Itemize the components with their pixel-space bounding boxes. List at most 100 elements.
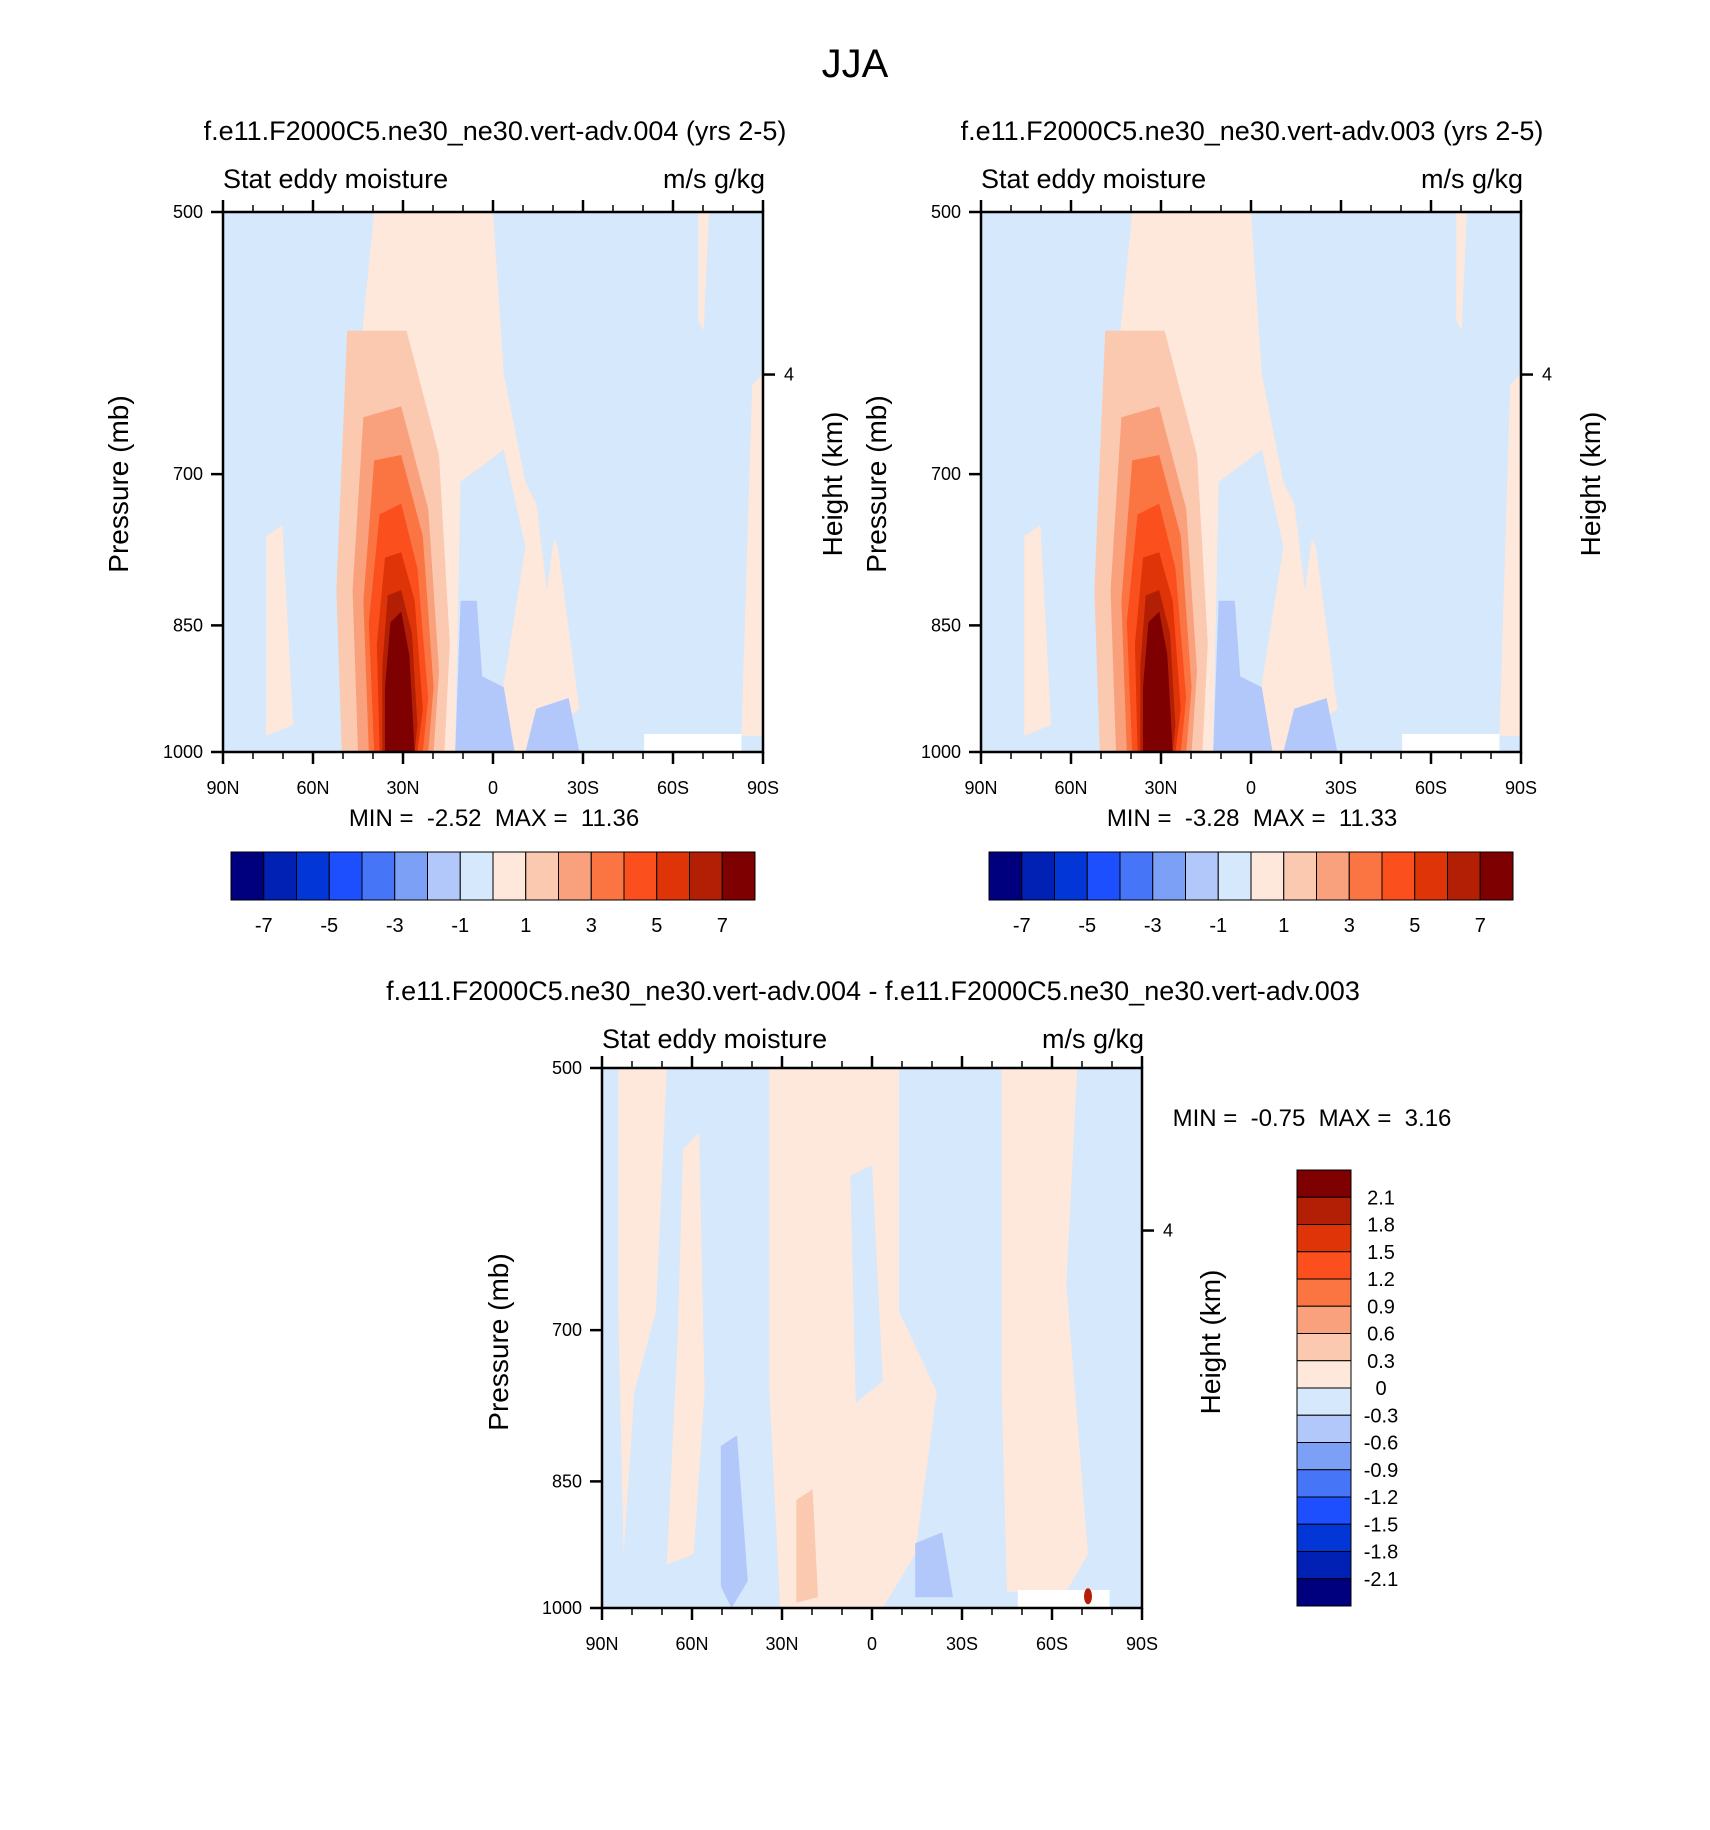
- colorbar-swatch: [1296, 1442, 1352, 1471]
- peach-region: [1001, 1068, 1088, 1592]
- panel-3: f.e11.F2000C5.ne30_ne30.vert-adv.004 - f…: [386, 976, 1451, 1654]
- panel-3-subtitle-left: Stat eddy moisture: [602, 1024, 827, 1054]
- colorbar-swatch: [1414, 851, 1448, 901]
- x-tick-label: 60N: [675, 1634, 708, 1654]
- panel-2-subtitle-left: Stat eddy moisture: [981, 164, 1206, 194]
- colorbar-label: -5: [320, 915, 338, 937]
- y-tick-label: 1000: [921, 742, 961, 762]
- colorbar-label: 1.5: [1367, 1242, 1395, 1264]
- y-right-tick-label: 4: [1163, 1221, 1173, 1241]
- colorbar-label: 5: [651, 915, 662, 937]
- colorbar-swatch: [558, 851, 592, 901]
- colorbar-swatch: [1296, 1305, 1352, 1334]
- panel-2-ylabel: Pressure (mb): [861, 395, 892, 572]
- panel-3-ylabel-right: Height (km): [1195, 1270, 1226, 1415]
- colorbar-label: -1.5: [1364, 1514, 1398, 1536]
- negative-pocket: [455, 600, 515, 752]
- colorbar-label: -7: [1013, 915, 1031, 937]
- panel-2-ylabel-right: Height (km): [1575, 412, 1606, 557]
- lightblue-region: [850, 1165, 883, 1403]
- panel-3-ylabel: Pressure (mb): [483, 1253, 514, 1430]
- colorbar-swatch: [721, 851, 756, 901]
- colorbar-swatch: [1296, 1469, 1352, 1498]
- panel-1-ylabel-right: Height (km): [817, 412, 848, 557]
- colorbar-swatch: [1217, 851, 1252, 901]
- colorbar-swatch: [361, 851, 396, 901]
- colorbar-label: -2.1: [1364, 1569, 1398, 1591]
- panel-2-plot-area: [981, 212, 1521, 752]
- colorbar-swatch: [1296, 1551, 1352, 1580]
- negative-pocket: [915, 1532, 953, 1598]
- colorbar-label: -1.8: [1364, 1542, 1398, 1564]
- panel-1-subtitle-right: m/s g/kg: [663, 164, 765, 194]
- peach-region: [698, 212, 709, 331]
- colorbar-label: 0.3: [1367, 1351, 1395, 1373]
- y-tick-label: 1000: [163, 742, 203, 762]
- negative-pocket: [720, 1435, 748, 1608]
- max-pocket: [1084, 1588, 1092, 1605]
- peach-region: [266, 525, 294, 736]
- colorbar-label: 1.2: [1367, 1269, 1395, 1291]
- colorbar-label: -0.3: [1364, 1405, 1398, 1427]
- x-tick-label: 30N: [765, 1634, 798, 1654]
- negative-pocket: [1213, 600, 1273, 752]
- colorbar-label: 7: [1475, 915, 1486, 937]
- colorbar-swatch: [1348, 851, 1383, 901]
- colorbar-swatch: [1054, 851, 1088, 901]
- panel-2: f.e11.F2000C5.ne30_ne30.vert-adv.003 (yr…: [861, 116, 1606, 937]
- panel-3-title: f.e11.F2000C5.ne30_ne30.vert-adv.004 - f…: [386, 976, 1360, 1006]
- x-tick-label: 30N: [1144, 778, 1177, 798]
- panel-1: f.e11.F2000C5.ne30_ne30.vert-adv.004 (yr…: [103, 116, 848, 937]
- colorbar-swatch: [1479, 851, 1514, 901]
- panel-3-min-max: MIN = -0.75 MAX = 3.16: [1173, 1105, 1452, 1132]
- x-tick-label: 90N: [585, 1634, 618, 1654]
- x-tick-label: 60N: [1054, 778, 1087, 798]
- y-tick-label: 700: [552, 1320, 582, 1340]
- colorbar-swatch: [1296, 1169, 1352, 1198]
- panel-3-plot-area: [602, 1068, 1142, 1608]
- colorbar-label: -7: [255, 915, 273, 937]
- colorbar-swatch: [1381, 851, 1416, 901]
- panel-3-colorbar: 2.1 1.8 1.5 1.2 0.9 0.6 0.3 0 -0.3 -0.6 -0.9 -1.2 -1…: [1296, 1169, 1398, 1607]
- colorbar-swatch: [230, 851, 265, 901]
- colorbar-swatch: [394, 851, 428, 901]
- x-tick-label: 30N: [386, 778, 419, 798]
- masked-region: [1017, 1590, 1110, 1608]
- x-tick-label: 90N: [964, 778, 997, 798]
- colorbar-swatch: [1296, 1414, 1352, 1443]
- masked-region: [1402, 734, 1500, 752]
- panel-2-title: f.e11.F2000C5.ne30_ne30.vert-adv.003 (yr…: [961, 116, 1544, 146]
- colorbar-label: -0.9: [1364, 1460, 1398, 1482]
- peach-region: [618, 1068, 667, 1554]
- panel-1-subtitle-left: Stat eddy moisture: [223, 164, 448, 194]
- panel-2-min-max: MIN = -3.28 MAX = 11.33: [1107, 805, 1397, 832]
- y-tick-label: 1000: [542, 1598, 582, 1618]
- x-tick-label: 30S: [946, 1634, 978, 1654]
- colorbar-swatch: [427, 851, 461, 901]
- colorbar-swatch: [988, 851, 1023, 901]
- x-tick-label: 90S: [1505, 778, 1537, 798]
- panel-1-title: f.e11.F2000C5.ne30_ne30.vert-adv.004 (yr…: [204, 116, 787, 146]
- lightblue-region: [530, 212, 569, 590]
- colorbar-swatch: [1316, 851, 1350, 901]
- colorbar-label: 3: [586, 915, 597, 937]
- colorbar-label: -3: [1144, 915, 1162, 937]
- peach-region: [666, 1132, 705, 1565]
- y-tick-label: 700: [173, 464, 203, 484]
- panel-2-colorbar: -7 -5 -3 -1 1 3 5 7: [988, 851, 1514, 937]
- colorbar-label: 0.9: [1367, 1296, 1395, 1318]
- colorbar-label: -1: [451, 915, 469, 937]
- colorbar-swatch: [1296, 1496, 1352, 1525]
- x-tick-label: 60S: [1415, 778, 1447, 798]
- peach-region: [1024, 525, 1052, 736]
- panel-3-subtitle-right: m/s g/kg: [1042, 1024, 1144, 1054]
- colorbar-swatch: [1185, 851, 1219, 901]
- panel-1-colorbar: -7 -5 -3 -1 1 3 5 7: [230, 851, 756, 937]
- colorbar-swatch: [656, 851, 690, 901]
- y-tick-label: 500: [173, 202, 203, 222]
- colorbar-label: 1.8: [1367, 1215, 1395, 1237]
- negative-pocket: [1283, 698, 1338, 752]
- y-right-tick-label: 4: [1542, 365, 1552, 385]
- peach-region: [769, 1068, 937, 1608]
- positive-pocket: [796, 1489, 818, 1603]
